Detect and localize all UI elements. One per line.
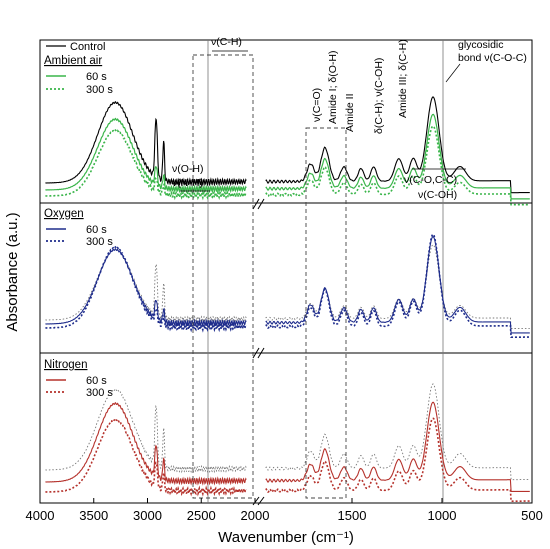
x-tick-label: 4000 <box>26 508 55 523</box>
series-oxygen-60s <box>45 247 247 328</box>
x-tick-label: 3500 <box>79 508 108 523</box>
region-box-ch <box>192 54 254 499</box>
x-axis-title: Wavenumber (cm⁻¹) <box>218 529 354 546</box>
axis-break <box>252 198 265 506</box>
peak-label: ν(C-H) <box>211 36 242 48</box>
x-tick-label: 1000 <box>428 508 457 523</box>
legend-title: Ambient air <box>44 55 102 67</box>
peak-label: Amide III; δ(C-H) <box>397 39 409 118</box>
series-control-reference <box>45 248 247 324</box>
legend-title: Nitrogen <box>44 359 87 371</box>
peak-label: δ(C-H); ν(C-OH) <box>373 58 385 134</box>
y-axis-title: Absorbance (a.u.) <box>4 212 21 331</box>
legend-entry: 60 s <box>86 71 107 83</box>
peak-label: bond ν(C-O-C) <box>458 52 527 64</box>
legend-ambient: Control Ambient air 60 s 300 s <box>44 41 113 96</box>
legend-nitrogen: Nitrogen 60 s 300 s <box>44 359 113 399</box>
series-control <box>45 101 247 187</box>
series-control-reference <box>45 388 247 474</box>
x-tick-label: 2000 <box>241 508 270 523</box>
legend-entry: 60 s <box>86 375 107 387</box>
series-oxygen-60s <box>265 236 530 334</box>
legend-entry: 60 s <box>86 224 107 236</box>
legend-entry: 300 s <box>86 84 113 96</box>
series-nitrogen-60s <box>265 401 530 492</box>
peak-label: ν(C=O) <box>311 88 323 122</box>
peak-annotations: ν(O-H) ν(N-H) ν(C-H) ν(C=O) Amide I; δ(O… <box>172 36 527 201</box>
peak-label: ν(C-O,C-C) <box>404 174 457 186</box>
series-curves <box>45 96 530 502</box>
series-nitrogen-60s <box>45 402 247 486</box>
peak-label: glycosidic <box>458 39 504 51</box>
plot-frame <box>39 39 533 504</box>
legend-oxygen: Oxygen 60 s 300 s <box>44 208 113 248</box>
series-control <box>265 96 530 194</box>
series-ambient-60s <box>265 113 530 200</box>
peak-label: ν(N-H) <box>172 177 203 189</box>
series-ambient-300s <box>265 125 530 206</box>
peak-label: ν(O-H) <box>172 163 204 175</box>
x-tick-label: 3000 <box>133 508 162 523</box>
series-oxygen-300s <box>265 233 530 338</box>
peak-label: Amide I; δ(O-H) <box>327 50 339 124</box>
series-oxygen-300s <box>45 245 247 333</box>
x-tick-label: 2500 <box>187 508 216 523</box>
legend-title: Oxygen <box>44 208 84 220</box>
series-ambient-60s <box>45 117 247 194</box>
peak-label: Amide II <box>344 93 356 132</box>
peak-label: ν(C-OH) <box>418 189 457 201</box>
x-tick-label: 1500 <box>338 508 367 523</box>
series-nitrogen-300s <box>265 417 530 502</box>
series-control-reference <box>265 383 530 481</box>
series-nitrogen-300s <box>45 417 247 497</box>
region-box-amide <box>305 127 347 499</box>
x-ticks: 4000 3500 3000 2500 2000 1500 1000 500 <box>26 498 543 523</box>
legend-entry: 300 s <box>86 236 113 248</box>
x-tick-label: 500 <box>521 508 543 523</box>
legend-entry: Control <box>70 41 105 53</box>
legend-entry: 300 s <box>86 387 113 399</box>
